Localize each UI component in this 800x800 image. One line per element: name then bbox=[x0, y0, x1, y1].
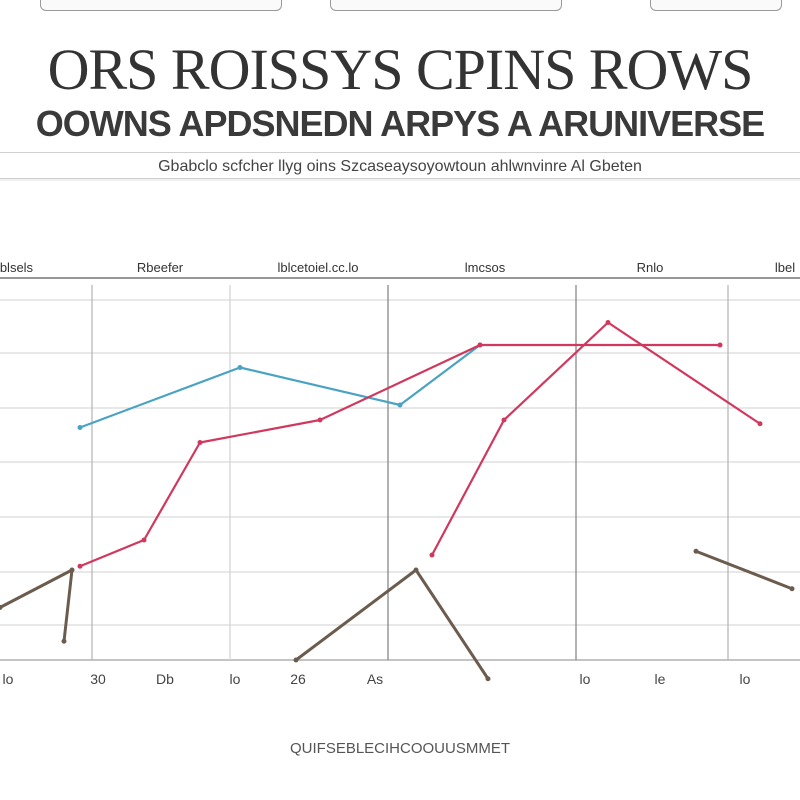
top-tab-strip bbox=[0, 0, 800, 14]
column-header: lblcetoiel.cc.lo bbox=[278, 260, 359, 275]
series-line bbox=[78, 343, 482, 429]
series-line bbox=[294, 568, 490, 681]
caption-rule-bottom bbox=[0, 178, 800, 179]
tab-edge-left[interactable] bbox=[40, 0, 282, 11]
data-point bbox=[693, 548, 699, 554]
x-tick-label: lo bbox=[580, 671, 591, 687]
data-point bbox=[757, 421, 763, 427]
data-point bbox=[293, 657, 299, 663]
data-point bbox=[413, 567, 419, 573]
x-tick-label: 30 bbox=[90, 671, 106, 687]
chart-subtitle: OOWNS APDSNEDN ARPYS A ARUNIVERSE bbox=[35, 103, 765, 144]
caption-rule-top bbox=[0, 152, 800, 153]
data-point bbox=[237, 365, 243, 370]
series-line bbox=[0, 568, 74, 643]
column-header: lblsels bbox=[0, 260, 34, 275]
series-line bbox=[78, 343, 722, 568]
chart-title: ORS ROISSYS CPINS ROWS bbox=[47, 37, 754, 102]
x-tick-label: lo bbox=[3, 671, 14, 687]
tab-edge-middle[interactable] bbox=[330, 0, 562, 11]
x-tick-label: le bbox=[655, 671, 666, 687]
x-tick-label: Db bbox=[156, 671, 174, 687]
x-tick-label: As bbox=[367, 671, 383, 687]
data-point bbox=[61, 638, 67, 644]
chart-footer: QUIFSEBLECIHCOOUUSMMET bbox=[289, 740, 511, 757]
series-line bbox=[694, 549, 794, 591]
data-point bbox=[141, 537, 147, 543]
x-tick-label: 26 bbox=[290, 671, 306, 687]
data-point bbox=[0, 605, 3, 610]
data-point bbox=[197, 440, 203, 445]
chart-caption: Gbabclo scfcher llyg oins Szcaseaysoyowt… bbox=[158, 158, 642, 175]
data-point bbox=[717, 342, 723, 348]
series-line bbox=[430, 321, 762, 557]
column-header: lmcsos bbox=[465, 260, 506, 275]
data-point bbox=[77, 425, 83, 430]
data-point bbox=[317, 417, 323, 423]
column-header: lbel bbox=[775, 260, 795, 275]
data-point bbox=[605, 320, 611, 325]
column-header: Rnlo bbox=[637, 260, 664, 275]
data-point bbox=[69, 567, 75, 573]
data-point bbox=[397, 402, 403, 408]
data-point bbox=[789, 586, 795, 592]
tab-edge-right[interactable] bbox=[650, 0, 782, 11]
data-point bbox=[485, 676, 491, 682]
column-header: Rbeefer bbox=[137, 260, 184, 275]
x-tick-label: lo bbox=[740, 671, 751, 687]
data-point bbox=[429, 552, 435, 558]
data-point bbox=[477, 342, 483, 348]
x-tick-label: lo bbox=[230, 671, 241, 687]
data-point bbox=[77, 563, 83, 569]
data-point bbox=[501, 417, 507, 423]
